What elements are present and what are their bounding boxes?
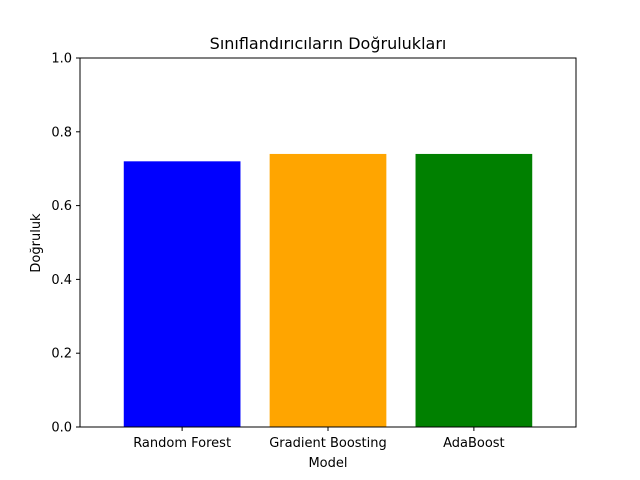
- y-axis-label: Doğruluk: [29, 213, 44, 273]
- bar-gradient-boosting: [269, 153, 387, 427]
- y-tick-label: 0.6: [51, 199, 72, 214]
- x-tick-label: AdaBoost: [443, 436, 505, 451]
- x-tick-label: Gradient Boosting: [269, 436, 387, 451]
- y-axis-ticks: 0.0 0.2 0.4 0.6 0.8 1.0: [51, 52, 80, 436]
- chart-title: Sınıflandırıcıların Doğrulukları: [210, 34, 447, 53]
- x-axis-label: Model: [308, 456, 347, 471]
- bar-random-forest: [123, 161, 241, 427]
- y-tick-label: 0.0: [51, 421, 72, 436]
- plot-frame: [79, 57, 577, 428]
- y-tick-label: 0.4: [51, 273, 72, 288]
- y-tick-label: 1.0: [51, 52, 72, 67]
- y-tick-label: 0.2: [51, 347, 72, 362]
- bars-group: [123, 153, 533, 427]
- x-tick-label: Random Forest: [133, 436, 231, 451]
- x-axis-ticks: Random Forest Gradient Boosting AdaBoost: [133, 427, 505, 451]
- y-tick-label: 0.8: [51, 125, 72, 140]
- bar-adaboost: [415, 153, 533, 427]
